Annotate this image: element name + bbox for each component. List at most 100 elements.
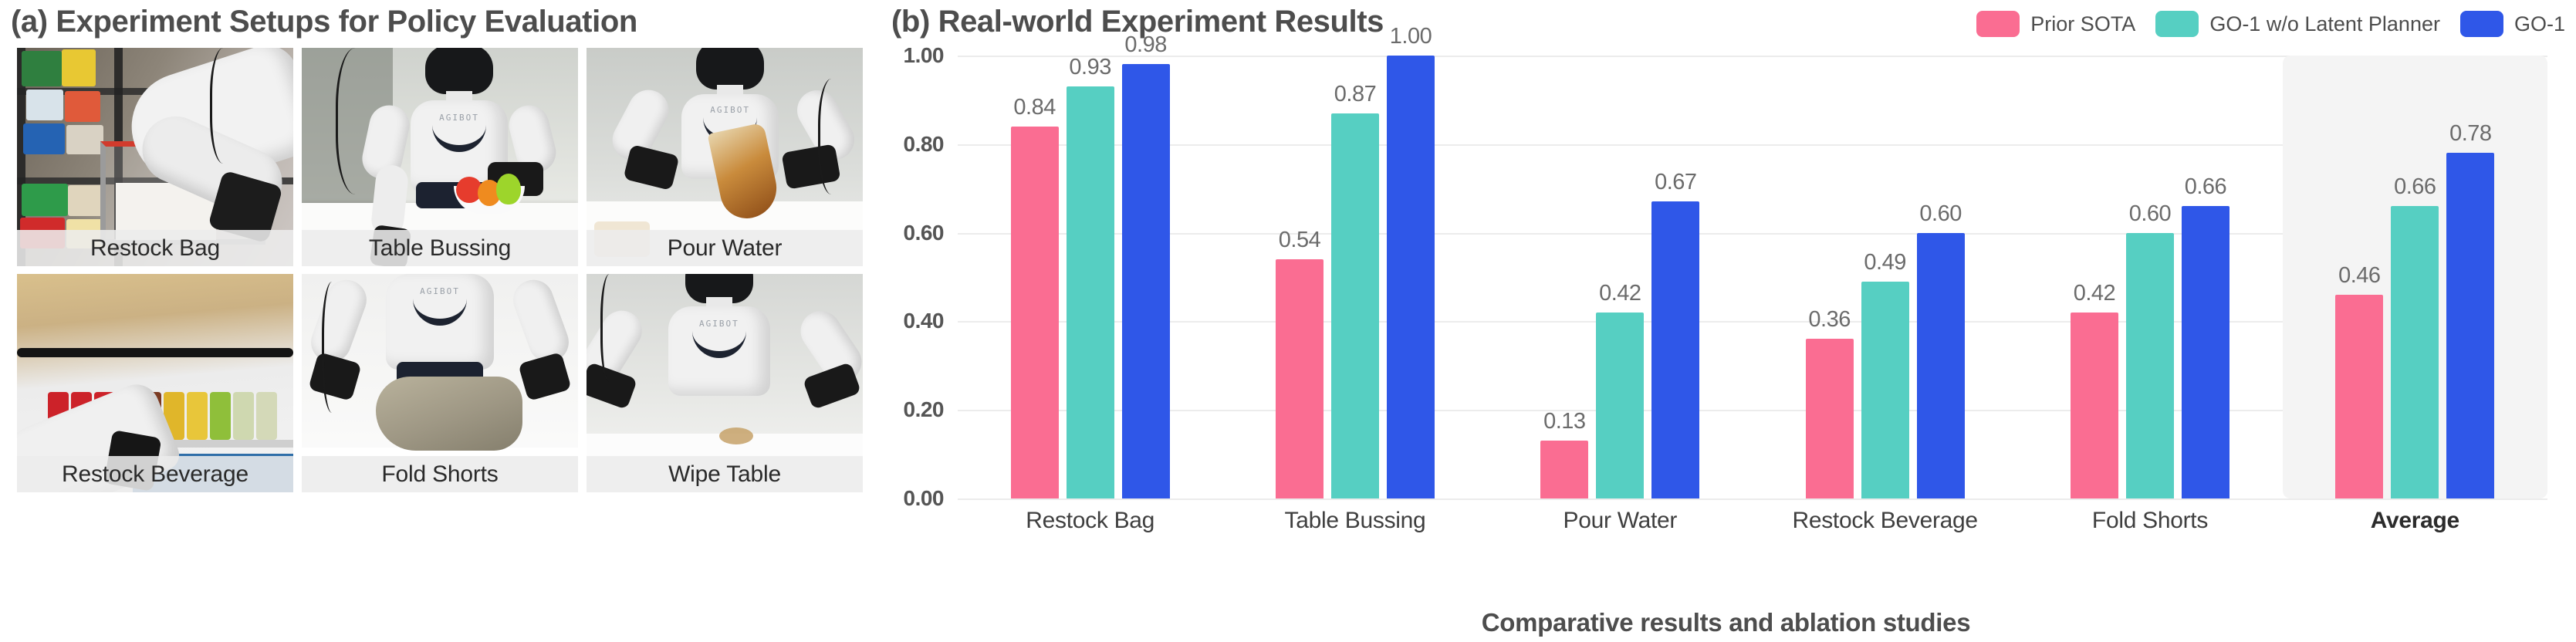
bar-value-label: 0.46 <box>2338 262 2381 288</box>
bar-restock-bag-0[interactable] <box>1010 126 1059 498</box>
bar-wrap-0: 0.84 <box>1010 56 1059 498</box>
x-label-average: Average <box>2370 508 2460 533</box>
bar-value-label: 0.54 <box>1278 228 1321 253</box>
bar-restock-bag-2[interactable] <box>1121 64 1170 498</box>
photo-caption-restock-bag: Restock Bag <box>17 230 293 266</box>
photo-caption-fold-shorts: Fold Shorts <box>302 456 578 492</box>
y-tick-0.80: 0.80 <box>903 131 945 156</box>
bar-value-label: 0.36 <box>1808 307 1851 333</box>
legend-item-2[interactable]: GO-1 <box>2459 11 2565 37</box>
legend-item-1[interactable]: GO-1 w/o Latent Planner <box>2155 11 2440 37</box>
y-tick-0.00: 0.00 <box>903 486 945 510</box>
bar-table-bussing-2[interactable] <box>1386 56 1435 498</box>
photo-restock-beverage[interactable]: Restock Beverage <box>17 274 293 492</box>
robot-logo: AGIBOT <box>439 113 479 123</box>
bar-wrap-2: 0.66 <box>2181 56 2229 498</box>
bar-group-average: 0.46 0.66 0.78 <box>2282 56 2547 498</box>
bar-wrap-2: 0.67 <box>1651 56 1700 498</box>
robot-figure: AGIBOT <box>358 48 560 266</box>
photo-restock-bag[interactable]: Restock Bag <box>17 48 293 266</box>
bar-group-table-bussing: 0.54 0.87 1.00 <box>1222 24 1487 498</box>
panel-a-experiment-setups: (a) Experiment Setups for Policy Evaluat… <box>0 0 876 610</box>
legend-label-0: Prior SOTA <box>2030 12 2136 35</box>
bar-value-label: 0.84 <box>1013 94 1056 120</box>
bar-value-label: 0.42 <box>2073 280 2116 306</box>
y-tick-0.40: 0.40 <box>903 309 945 333</box>
bar-value-label: 0.49 <box>1864 249 1906 275</box>
bar-value-label: 0.87 <box>1334 81 1377 106</box>
bar-restock-beverage-1[interactable] <box>1861 281 1909 498</box>
bar-average-2[interactable] <box>2446 153 2495 498</box>
photo-table-bussing[interactable]: AGIBOT Table Bussing <box>302 48 578 266</box>
robot-logo: AGIBOT <box>420 286 460 296</box>
legend-swatch-0 <box>1976 11 2020 37</box>
bar-average-1[interactable] <box>2391 206 2439 498</box>
legend-item-0[interactable]: Prior SOTA <box>1976 11 2135 37</box>
bar-value-label: 0.42 <box>1599 280 1641 306</box>
bar-value-label: 0.67 <box>1655 170 1697 195</box>
bar-group-restock-bag: 0.84 0.93 0.98 <box>958 32 1222 498</box>
robot-logo: AGIBOT <box>698 319 739 329</box>
photo-caption-restock-beverage: Restock Beverage <box>17 456 293 492</box>
y-axis: 0.00 0.20 0.40 0.60 0.80 1.00 <box>884 43 955 510</box>
gridline-0.20 <box>958 410 2547 412</box>
bar-fold-shorts-2[interactable] <box>2181 206 2229 498</box>
bar-wrap-1: 0.42 <box>1596 56 1645 498</box>
photo-wipe-table[interactable]: AGIBOT Wipe Table <box>587 274 863 492</box>
bar-group-fold-shorts: 0.42 0.60 0.66 <box>2017 56 2282 498</box>
bar-pour-water-1[interactable] <box>1596 312 1645 498</box>
bar-pour-water-0[interactable] <box>1540 441 1589 498</box>
photo-caption-pour-water: Pour Water <box>587 230 863 266</box>
bar-wrap-0: 0.46 <box>2335 56 2384 498</box>
bar-wrap-0: 0.13 <box>1540 56 1589 498</box>
x-label-restock-bag: Restock Bag <box>1026 508 1155 533</box>
bar-group-restock-beverage: 0.36 0.49 0.60 <box>1753 56 2017 498</box>
bar-wrap-2: 0.60 <box>1916 56 1965 498</box>
bar-value-label: 0.78 <box>2449 121 2492 147</box>
bar-average-0[interactable] <box>2335 294 2384 498</box>
bar-wrap-2: 1.00 <box>1386 24 1435 498</box>
bar-fold-shorts-0[interactable] <box>2070 312 2118 498</box>
bar-wrap-2: 0.78 <box>2446 56 2495 498</box>
photo-grid: Restock Bag AGIBOT <box>17 48 863 492</box>
gridline-0.40 <box>958 321 2547 323</box>
photo-fold-shorts[interactable]: AGIBOT Fold Shorts <box>302 274 578 492</box>
photo-caption-wipe-table: Wipe Table <box>587 456 863 492</box>
panel-a-title: (a) Experiment Setups for Policy Evaluat… <box>11 5 637 39</box>
bar-value-label: 0.66 <box>2184 174 2227 200</box>
y-tick-0.20: 0.20 <box>903 397 945 422</box>
x-axis-labels: Restock Bag Table Bussing Pour Water Restoc… <box>958 497 2547 549</box>
y-tick-0.60: 0.60 <box>903 220 945 245</box>
y-tick-1.00: 1.00 <box>903 43 945 67</box>
bar-wrap-0: 0.54 <box>1275 56 1323 498</box>
photo-caption-table-bussing: Table Bussing <box>302 230 578 266</box>
gridline-0.00 <box>958 498 2547 500</box>
legend-swatch-2 <box>2459 11 2503 37</box>
bar-fold-shorts-1[interactable] <box>2125 232 2174 498</box>
scene-restock-bag <box>17 48 293 266</box>
bar-table-bussing-0[interactable] <box>1275 259 1323 498</box>
bar-table-bussing-1[interactable] <box>1330 113 1379 498</box>
bar-value-label: 1.00 <box>1389 24 1432 49</box>
legend-swatch-1 <box>2155 11 2199 37</box>
bar-value-label: 0.13 <box>1543 409 1586 434</box>
grid-lines <box>958 56 2547 500</box>
x-label-restock-beverage: Restock Beverage <box>1792 508 1978 533</box>
bar-value-label: 0.66 <box>2394 174 2436 200</box>
bar-group-pour-water: 0.13 0.42 0.67 <box>1488 56 1753 498</box>
bar-wrap-1: 0.87 <box>1330 56 1379 498</box>
bar-restock-beverage-2[interactable] <box>1916 232 1965 498</box>
gridline-1.00 <box>958 56 2547 57</box>
bar-restock-bag-1[interactable] <box>1066 86 1114 498</box>
x-label-pour-water: Pour Water <box>1563 508 1678 533</box>
legend-label-2: GO-1 <box>2513 12 2565 35</box>
bar-wrap-1: 0.93 <box>1066 55 1114 498</box>
figure-caption: Comparative results and ablation studies <box>1481 608 1971 637</box>
photo-pour-water[interactable]: AGIBOT Pour Water <box>587 48 863 266</box>
bar-pour-water-2[interactable] <box>1651 201 1700 498</box>
bar-restock-beverage-0[interactable] <box>1805 339 1854 498</box>
gridline-0.60 <box>958 232 2547 235</box>
bar-wrap-1: 0.66 <box>2391 56 2439 498</box>
bar-chart-plot: 0.00 0.20 0.40 0.60 0.80 1.00 0.84 0.93 0.98 0.5… <box>904 24 2547 549</box>
bar-wrap-2: 0.98 <box>1121 32 1170 498</box>
